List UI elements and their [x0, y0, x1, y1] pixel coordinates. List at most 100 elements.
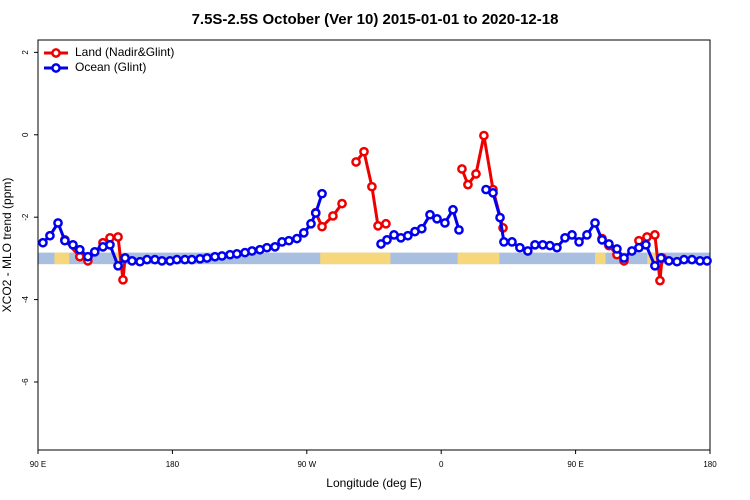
- data-point: [60, 235, 70, 246]
- data-point: [440, 218, 450, 228]
- data-point: [217, 251, 227, 261]
- data-point: [317, 221, 327, 232]
- data-point: [655, 275, 665, 286]
- data-point: [247, 246, 257, 256]
- data-point: [507, 237, 517, 247]
- data-point: [432, 213, 442, 224]
- data-point: [142, 254, 152, 265]
- data-point: [68, 239, 78, 250]
- data-point: [45, 230, 55, 241]
- data-point: [53, 218, 63, 228]
- plot-frame: [37, 39, 711, 451]
- data-point: [463, 179, 473, 190]
- data-point: [642, 232, 652, 242]
- data-point: [202, 253, 212, 263]
- data-point: [499, 237, 509, 247]
- y-tick-label: -2: [21, 213, 30, 221]
- data-point: [522, 246, 533, 256]
- data-point: [74, 244, 85, 255]
- data-point: [590, 218, 600, 228]
- land-band: [54, 252, 70, 265]
- data-point: [702, 256, 712, 266]
- x-tick-label: 90 E: [30, 460, 46, 469]
- x-tick-label: 90 W: [297, 460, 316, 469]
- x-tick-label: 180: [703, 460, 717, 469]
- data-point: [448, 204, 458, 215]
- data-point: [664, 256, 674, 266]
- data-point: [457, 164, 467, 174]
- y-tick-label: -4: [21, 295, 30, 303]
- data-point: [650, 260, 660, 271]
- x-tick-label: 180: [166, 460, 180, 469]
- data-point: [382, 234, 392, 245]
- data-point: [552, 242, 562, 253]
- data-point: [687, 254, 697, 265]
- data-point: [186, 254, 197, 265]
- data-point: [113, 232, 123, 242]
- data-point: [679, 254, 689, 265]
- data-point: [597, 234, 607, 245]
- data-point: [89, 246, 100, 257]
- land-band: [320, 252, 391, 265]
- data-point: [105, 239, 115, 250]
- data-point: [83, 251, 93, 262]
- data-point: [641, 239, 651, 250]
- data-point: [650, 230, 660, 240]
- data-point: [612, 244, 622, 254]
- x-tick-label: 0: [439, 460, 444, 469]
- data-point: [118, 274, 128, 285]
- data-point: [157, 256, 167, 266]
- data-point: [604, 239, 614, 249]
- data-point: [425, 209, 435, 220]
- data-point: [292, 233, 302, 244]
- legend-marker: [51, 48, 61, 58]
- data-point: [495, 212, 505, 223]
- chart-title: 7.5S-2.5S October (Ver 10) 2015-01-01 to…: [192, 11, 559, 28]
- data-point: [530, 239, 540, 250]
- y-tick-label: -6: [21, 378, 30, 386]
- data-point: [515, 242, 525, 253]
- y-axis-label: XCO2 - MLO trend (ppm): [0, 178, 14, 313]
- legend-marker: [51, 63, 61, 73]
- legend-label: Land (Nadir&Glint): [75, 45, 174, 59]
- data-point: [567, 230, 577, 240]
- data-point: [373, 220, 383, 231]
- data-point: [127, 256, 137, 266]
- data-point: [317, 188, 327, 199]
- y-tick-label: 0: [21, 132, 30, 137]
- data-point: [582, 230, 592, 240]
- data-point: [488, 188, 498, 198]
- data-point: [270, 242, 280, 252]
- x-tick-label: 90 E: [567, 460, 583, 469]
- data-point: [38, 237, 48, 248]
- data-point: [359, 146, 369, 157]
- x-axis-label: Longitude (deg E): [326, 476, 421, 490]
- data-point: [656, 253, 666, 263]
- data-point: [381, 218, 391, 229]
- data-point: [310, 208, 321, 218]
- land-band: [595, 252, 606, 265]
- data-point: [471, 169, 481, 179]
- data-point: [306, 218, 316, 229]
- data-point: [337, 198, 347, 209]
- data-point: [574, 237, 584, 247]
- data-point: [619, 253, 629, 263]
- data-point: [328, 211, 338, 221]
- data-point: [232, 249, 242, 259]
- data-point: [284, 235, 294, 246]
- data-point: [479, 130, 489, 141]
- land-band: [457, 252, 500, 265]
- land-band: [647, 252, 660, 265]
- legend-label: Ocean (Glint): [75, 60, 146, 74]
- data-point: [172, 254, 182, 265]
- data-point: [298, 227, 309, 238]
- data-point: [351, 157, 361, 167]
- data-point: [367, 181, 377, 192]
- y-tick-label: 2: [21, 50, 30, 55]
- data-point: [262, 242, 272, 253]
- data-point: [113, 260, 123, 271]
- data-point: [403, 230, 413, 241]
- data-point: [454, 225, 464, 235]
